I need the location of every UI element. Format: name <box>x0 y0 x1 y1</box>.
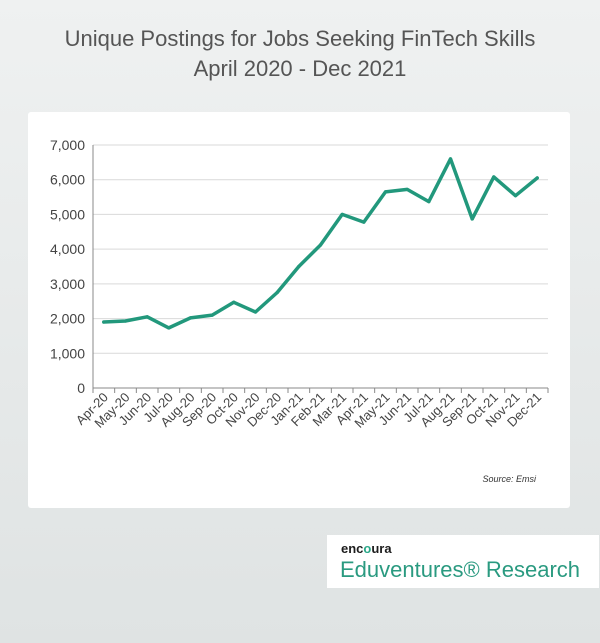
brand-subtitle: Eduventures® Research <box>340 557 581 582</box>
data-point <box>297 264 301 269</box>
brand-block: encoura Eduventures® Research <box>327 535 599 588</box>
data-point <box>102 320 106 324</box>
data-point <box>513 194 518 198</box>
data-point <box>427 199 431 204</box>
data-point <box>492 175 496 179</box>
data-point <box>340 212 344 217</box>
y-tick-label: 7,000 <box>50 137 85 153</box>
chart-title: Unique Postings for Jobs Seeking FinTech… <box>64 26 536 51</box>
data-point <box>253 310 258 314</box>
data-point <box>405 187 409 192</box>
data-point <box>210 313 214 317</box>
data-point <box>448 157 453 161</box>
chart-card: 0 1,000 2,000 3,000 4,000 5,000 6,000 7,000 Apr-… <box>28 112 570 508</box>
brand-logo: encoura <box>341 541 392 556</box>
data-point <box>145 315 149 319</box>
chart-title-block: Unique Postings for Jobs Seeking FinTech… <box>0 24 600 84</box>
data-point <box>167 326 171 330</box>
data-point <box>188 316 193 320</box>
y-tick-label: 6,000 <box>50 172 85 188</box>
y-tick-label: 2,000 <box>50 311 85 327</box>
chart-subtitle: April 2020 - Dec 2021 <box>193 56 407 81</box>
data-point <box>123 319 128 323</box>
line-chart: 01,0002,0003,0004,0005,0006,0007,000Apr-… <box>50 137 549 431</box>
data-point <box>232 300 236 304</box>
data-point <box>383 190 388 194</box>
y-tick-label: 3,000 <box>50 276 85 292</box>
data-point <box>535 176 539 180</box>
y-tick-label: 5,000 <box>50 206 85 222</box>
data-point <box>318 243 323 247</box>
source-note: Source: Emsi <box>482 474 536 484</box>
y-tick-label: 1,000 <box>50 345 85 361</box>
y-tick-label: 0 <box>77 380 85 396</box>
data-point <box>362 220 366 224</box>
data-point <box>275 290 279 295</box>
data-point <box>470 217 474 221</box>
y-tick-label: 4,000 <box>50 241 85 257</box>
